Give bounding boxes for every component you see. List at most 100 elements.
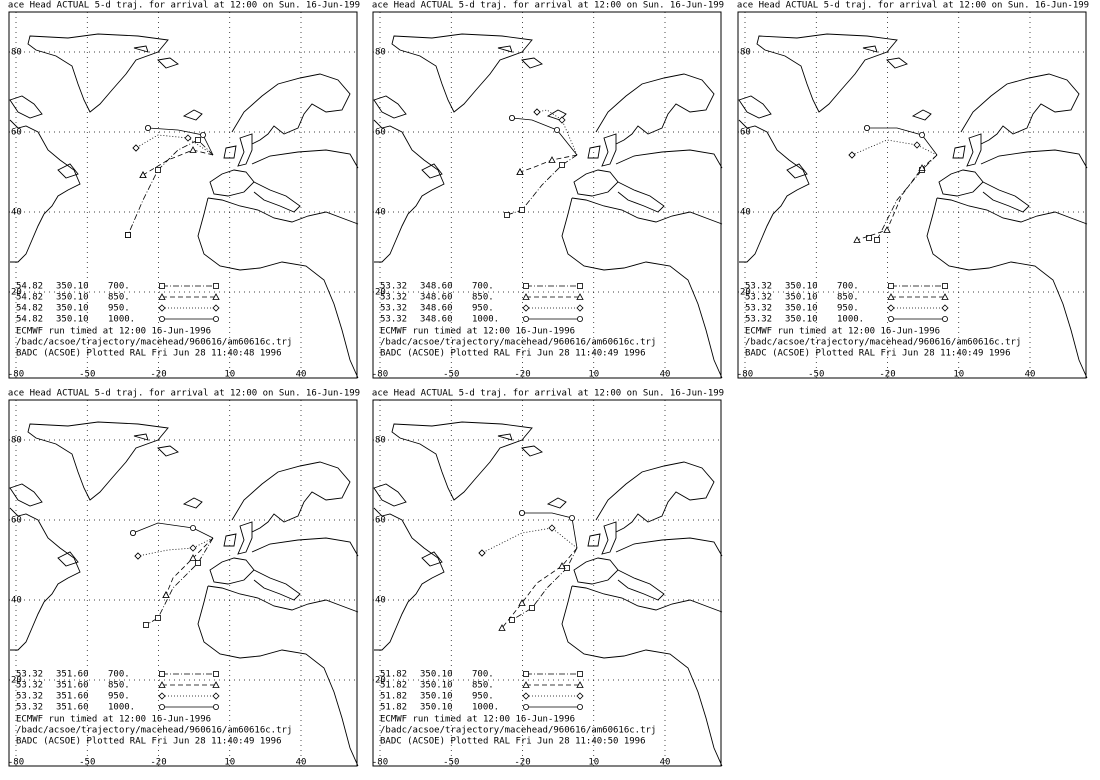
trajectory [132,522,214,539]
y-tick-label: 20 [11,676,22,686]
marker-square [519,207,525,213]
map-panel: Mace Head ACTUAL 5-d traj. for arrival a… [372,1,724,380]
marker-square [523,283,529,289]
legend-lat: 54.82 [16,315,43,325]
x-tick-label: -80 [372,370,388,380]
x-tick-label: 10 [588,370,599,380]
footer-line: ECMWF run timed at 12:00 16-Jun-1996 [16,327,211,337]
marker-triangle [918,164,926,171]
legend-level: 700. [108,670,130,680]
x-tick-label: 40 [660,758,671,768]
x-tick-label: -50 [808,370,824,380]
legend-lat: 51.82 [380,670,407,680]
panel-title: Mace Head ACTUAL 5-d traj. for arrival a… [8,389,360,399]
frame [372,11,722,379]
x-tick-label: -80 [372,758,388,768]
legend-lat: 53.32 [16,703,43,713]
trajectory [145,537,214,626]
marker-square [577,283,583,289]
marker-square [942,283,948,289]
marker-triangle [518,599,526,606]
trajectory [135,134,214,156]
y-tick-label: 60 [375,128,386,138]
x-tick-label: -20 [514,370,530,380]
y-tick-label: 40 [11,208,22,218]
legend-lon: 350.10 [56,304,89,314]
marker-circle [518,510,525,517]
x-tick-label: -80 [8,370,24,380]
marker-square [559,162,565,168]
footer-line: BADC (ACSOE) Plotted RAL Fri Jun 28 11:4… [380,737,646,747]
x-tick-label: -50 [79,758,95,768]
x-tick-label: -20 [514,758,530,768]
x-tick-label: 10 [224,370,235,380]
legend-lon: 350.10 [785,304,818,314]
map-panel: Mace Head ACTUAL 5-d traj. for arrival a… [8,1,360,380]
trajectory [165,537,214,596]
marker-triangle [941,293,949,300]
legend-lat: 51.82 [380,681,407,691]
footer-line: ECMWF run timed at 12:00 16-Jun-1996 [745,327,940,337]
trajectory [481,527,578,554]
legend-level: 950. [472,304,494,314]
trajectory [511,547,578,621]
marker-triangle [158,293,166,300]
marker-circle [508,115,515,122]
marker-square [213,671,219,677]
marker-square [504,212,510,218]
marker-square [155,615,161,621]
legend-lon: 351.60 [56,692,89,702]
marker-triangle [189,146,197,153]
marker-square [874,237,880,243]
legend-level: 1000. [472,703,499,713]
legend-level: 950. [108,692,130,702]
y-tick-label: 40 [375,208,386,218]
frame [737,11,1087,379]
marker-diamond [134,552,142,560]
x-tick-label: -50 [443,370,459,380]
marker-circle [189,524,196,531]
legend-lat: 54.82 [16,293,43,303]
legend-level: 850. [837,293,859,303]
marker-triangle [498,624,506,631]
legend-lon: 348.60 [420,304,453,314]
legend-lat: 53.32 [16,670,43,680]
legend-lat: 51.82 [380,692,407,702]
x-tick-label: 40 [1025,370,1036,380]
marker-triangle [189,554,197,561]
legend-lon: 348.60 [420,282,453,292]
trajectory [868,154,938,241]
footer-line: ECMWF run timed at 12:00 16-Jun-1996 [380,327,575,337]
marker-diamond [478,549,486,557]
legend-level: 950. [472,692,494,702]
marker-triangle [158,681,166,688]
y-tick-label: 80 [375,48,386,58]
panel-title: Mace Head ACTUAL 5-d traj. for arrival a… [372,1,724,11]
footer-line: BADC (ACSOE) Plotted RAL Fri Jun 28 11:4… [745,349,1011,359]
legend-level: 700. [472,670,494,680]
marker-circle [522,703,529,710]
legend-level: 850. [108,293,130,303]
y-tick-label: 60 [11,128,22,138]
marker-square [564,565,570,571]
legend-lat: 53.32 [745,282,772,292]
marker-diamond [212,304,220,312]
legend-lon: 350.10 [785,282,818,292]
marker-triangle [212,293,220,300]
marker-circle [522,315,529,322]
legend-lon: 350.10 [420,681,453,691]
marker-diamond [558,116,566,124]
marker-diamond [189,544,197,552]
trajectory [506,154,578,216]
y-tick-label: 60 [375,516,386,526]
legend-lon: 350.10 [420,670,453,680]
x-tick-label: -50 [443,758,459,768]
marker-square [529,605,535,611]
legend-level: 700. [108,282,130,292]
legend-lon: 350.10 [56,315,89,325]
y-tick-label: 20 [11,288,22,298]
footer-line: BADC (ACSOE) Plotted RAL Fri Jun 28 11:4… [380,349,646,359]
footer-line: BADC (ACSOE) Plotted RAL Fri Jun 28 11:4… [16,737,282,747]
footer-line: /badc/acsoe/trajectory/macehead/960616/a… [380,338,656,348]
marker-triangle [887,293,895,300]
